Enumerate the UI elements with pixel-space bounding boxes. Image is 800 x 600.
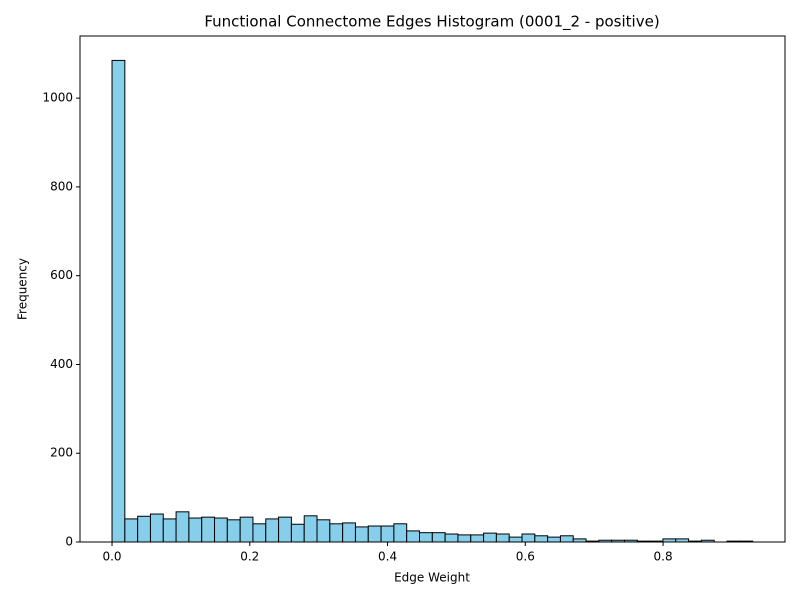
histogram-bar xyxy=(111,59,126,543)
y-tick-label: 0 xyxy=(65,535,73,549)
histogram-bar xyxy=(559,535,574,543)
histogram-bar xyxy=(214,517,228,543)
histogram-bar xyxy=(149,513,164,543)
histogram-bar xyxy=(226,519,241,543)
histogram-bar xyxy=(188,517,203,543)
y-tick-label: 800 xyxy=(50,179,73,193)
histogram-bar xyxy=(290,523,305,543)
x-axis-label: Edge Weight xyxy=(394,571,470,585)
histogram-bar xyxy=(534,535,549,543)
histogram-bar xyxy=(252,523,267,543)
x-tick-label: 0.2 xyxy=(240,550,259,564)
x-tick-label: 0.8 xyxy=(654,550,673,564)
histogram-bar xyxy=(393,523,408,543)
histogram-bar xyxy=(124,518,139,543)
y-tick-label: 1000 xyxy=(42,91,73,105)
y-tick-label: 400 xyxy=(50,357,73,371)
histogram-bar xyxy=(316,519,331,543)
histogram-bar xyxy=(265,518,280,543)
chart-title: Functional Connectome Edges Histogram (0… xyxy=(204,13,659,32)
histogram-bar xyxy=(137,515,151,543)
histogram-bar xyxy=(547,536,561,543)
x-tick-label: 0.4 xyxy=(378,550,397,564)
histogram-bar xyxy=(380,525,395,543)
histogram-bar xyxy=(354,526,369,543)
y-tick-label: 600 xyxy=(50,268,73,282)
histogram-bar xyxy=(470,534,485,543)
x-tick-label: 0.6 xyxy=(516,550,535,564)
y-tick-label: 200 xyxy=(50,446,73,460)
histogram-bar xyxy=(278,516,292,543)
histogram-bar xyxy=(495,533,510,543)
histogram-bar xyxy=(508,536,523,543)
histogram-bar xyxy=(162,518,177,543)
histogram-bar xyxy=(367,525,382,543)
histogram-bar xyxy=(457,534,472,543)
histogram-bar xyxy=(406,530,421,543)
histogram-bar xyxy=(201,516,216,543)
plot-frame xyxy=(79,35,786,543)
histogram-bar xyxy=(239,516,254,543)
histogram-bar xyxy=(444,533,459,543)
histogram-bar xyxy=(431,532,446,543)
x-tick-label: 0.0 xyxy=(102,550,121,564)
histogram-bar xyxy=(303,515,318,543)
y-axis-label: Frequency xyxy=(16,258,30,320)
histogram-bar xyxy=(419,532,433,543)
histogram-bar xyxy=(175,511,190,543)
histogram-bar xyxy=(521,533,536,543)
histogram-bar xyxy=(483,532,497,543)
histogram-bar xyxy=(329,523,344,543)
histogram-bar xyxy=(342,522,356,543)
